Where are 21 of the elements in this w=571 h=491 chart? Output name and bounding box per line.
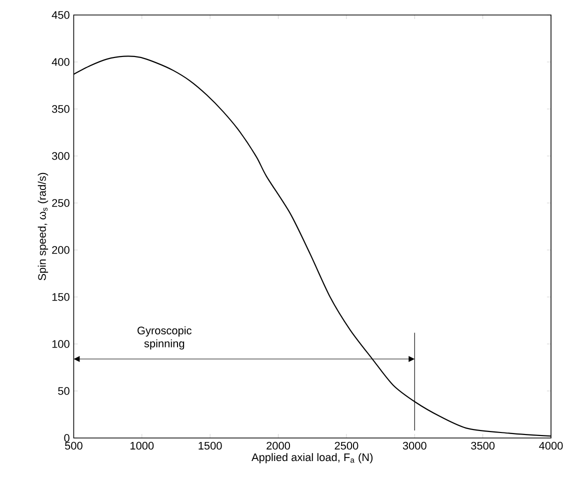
y-axis-title: Spin speed, ω$_{s}$ (rad/s) [38, 172, 48, 280]
y-tick-label: 300 [52, 152, 70, 160]
x-tick-label: 1000 [130, 442, 154, 450]
x-tick-label: 1500 [198, 442, 222, 450]
x-tick-label: 3500 [471, 442, 495, 450]
x-tick-label: 3000 [402, 442, 426, 450]
y-tick-label: 400 [52, 58, 70, 66]
x-tick-label: 500 [65, 442, 82, 450]
y-tick-label: 50 [58, 387, 70, 395]
x-tick-label: 4000 [539, 442, 563, 450]
y-tick-label: 150 [52, 293, 70, 301]
y-tick-label: 350 [52, 105, 70, 113]
x-tick-label: 2000 [266, 442, 290, 450]
y-tick-label: 450 [52, 11, 70, 19]
x-tick-label: 2500 [334, 442, 358, 450]
x-axis-title: Applied axial load, F$_{a}$ (N) [252, 453, 373, 464]
y-tick-label: 100 [52, 340, 70, 348]
y-tick-label: 0 [64, 434, 70, 442]
y-tick-label: 250 [52, 199, 70, 207]
y-tick-label: 200 [52, 246, 70, 254]
annotation: Gyroscopic spinning [138, 326, 192, 350]
